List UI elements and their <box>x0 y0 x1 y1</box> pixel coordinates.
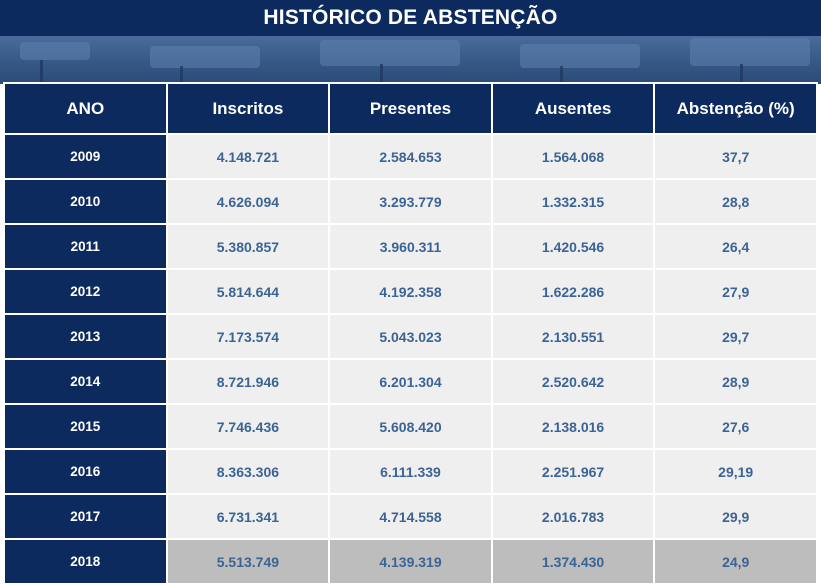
year-cell: 2012 <box>5 270 166 313</box>
ausentes-cell: 1.420.546 <box>492 225 654 268</box>
abstencao-cell: 28,9 <box>655 360 816 403</box>
year-cell: 2013 <box>5 315 166 358</box>
table-body: 2009 4.148.721 2.584.653 1.564.068 37,7 2010 4… <box>5 135 816 583</box>
abstencao-cell: 24,9 <box>655 540 816 583</box>
chair-leg <box>40 60 43 84</box>
column-header-ausentes: Ausentes <box>492 84 654 133</box>
presentes-cell: 3.293.779 <box>330 180 491 223</box>
inscritos-cell: 5.513.749 <box>167 540 329 583</box>
table-row: 2010 4.626.094 3.293.779 1.332.315 28,8 <box>5 180 816 223</box>
presentes-cell: 6.111.339 <box>330 450 491 493</box>
table-row: 2012 5.814.644 4.192.358 1.622.286 27,9 <box>5 270 816 313</box>
header-row: ANO Inscritos Presentes Ausentes Abstenç… <box>5 84 816 133</box>
chair-shape <box>20 42 90 60</box>
inscritos-cell: 8.721.946 <box>167 360 329 403</box>
ausentes-cell: 2.130.551 <box>492 315 654 358</box>
presentes-cell: 5.608.420 <box>330 405 491 448</box>
abstencao-cell: 37,7 <box>655 135 816 178</box>
ausentes-cell: 2.138.016 <box>492 405 654 448</box>
chair-leg <box>380 64 383 84</box>
ausentes-cell: 2.016.783 <box>492 495 654 538</box>
inscritos-cell: 7.746.436 <box>167 405 329 448</box>
abstencao-cell: 27,6 <box>655 405 816 448</box>
column-header-presentes: Presentes <box>330 84 491 133</box>
presentes-cell: 6.201.304 <box>330 360 491 403</box>
presentes-cell: 4.714.558 <box>330 495 491 538</box>
ausentes-cell: 2.251.967 <box>492 450 654 493</box>
abstencao-cell: 29,19 <box>655 450 816 493</box>
year-cell: 2011 <box>5 225 166 268</box>
abstencao-cell: 29,9 <box>655 495 816 538</box>
inscritos-cell: 4.626.094 <box>167 180 329 223</box>
ausentes-cell: 2.520.642 <box>492 360 654 403</box>
abstention-table-container: ANO Inscritos Presentes Ausentes Abstenç… <box>3 82 818 583</box>
chair-shape <box>320 40 460 66</box>
year-cell: 2014 <box>5 360 166 403</box>
year-cell: 2009 <box>5 135 166 178</box>
table-row: 2016 8.363.306 6.111.339 2.251.967 29,19 <box>5 450 816 493</box>
year-cell: 2010 <box>5 180 166 223</box>
presentes-cell: 5.043.023 <box>330 315 491 358</box>
table-row: 2011 5.380.857 3.960.311 1.420.546 26,4 <box>5 225 816 268</box>
ausentes-cell: 1.564.068 <box>492 135 654 178</box>
abstencao-cell: 28,8 <box>655 180 816 223</box>
column-header-inscritos: Inscritos <box>167 84 329 133</box>
year-cell: 2018 <box>5 540 166 583</box>
chair-shape <box>150 46 260 68</box>
abstencao-cell: 26,4 <box>655 225 816 268</box>
column-header-ano: ANO <box>5 84 166 133</box>
chair-shape <box>520 44 640 68</box>
presentes-cell: 4.192.358 <box>330 270 491 313</box>
presentes-cell: 3.960.311 <box>330 225 491 268</box>
table-row: 2014 8.721.946 6.201.304 2.520.642 28,9 <box>5 360 816 403</box>
inscritos-cell: 6.731.341 <box>167 495 329 538</box>
ausentes-cell: 1.332.315 <box>492 180 654 223</box>
column-header-abstencao: Abstenção (%) <box>655 84 816 133</box>
ausentes-cell: 1.374.430 <box>492 540 654 583</box>
chair-leg <box>740 64 743 84</box>
chair-shape <box>690 38 810 66</box>
inscritos-cell: 4.148.721 <box>167 135 329 178</box>
inscritos-cell: 7.173.574 <box>167 315 329 358</box>
abstencao-cell: 27,9 <box>655 270 816 313</box>
page-title: HISTÓRICO DE ABSTENÇÃO <box>263 6 558 29</box>
abstention-table: ANO Inscritos Presentes Ausentes Abstenç… <box>3 82 818 585</box>
year-cell: 2016 <box>5 450 166 493</box>
table-row: 2015 7.746.436 5.608.420 2.138.016 27,6 <box>5 405 816 448</box>
presentes-cell: 2.584.653 <box>330 135 491 178</box>
year-cell: 2017 <box>5 495 166 538</box>
title-bar: HISTÓRICO DE ABSTENÇÃO <box>0 0 821 36</box>
presentes-cell: 4.139.319 <box>330 540 491 583</box>
ausentes-cell: 1.622.286 <box>492 270 654 313</box>
chair-leg <box>180 66 183 84</box>
chair-leg <box>560 66 563 84</box>
inscritos-cell: 5.380.857 <box>167 225 329 268</box>
year-cell: 2015 <box>5 405 166 448</box>
table-row: 2018 5.513.749 4.139.319 1.374.430 24,9 <box>5 540 816 583</box>
inscritos-cell: 5.814.644 <box>167 270 329 313</box>
table-row: 2013 7.173.574 5.043.023 2.130.551 29,7 <box>5 315 816 358</box>
abstencao-cell: 29,7 <box>655 315 816 358</box>
table-row: 2009 4.148.721 2.584.653 1.564.068 37,7 <box>5 135 816 178</box>
table-row: 2017 6.731.341 4.714.558 2.016.783 29,9 <box>5 495 816 538</box>
inscritos-cell: 8.363.306 <box>167 450 329 493</box>
classroom-banner-image <box>0 36 821 84</box>
